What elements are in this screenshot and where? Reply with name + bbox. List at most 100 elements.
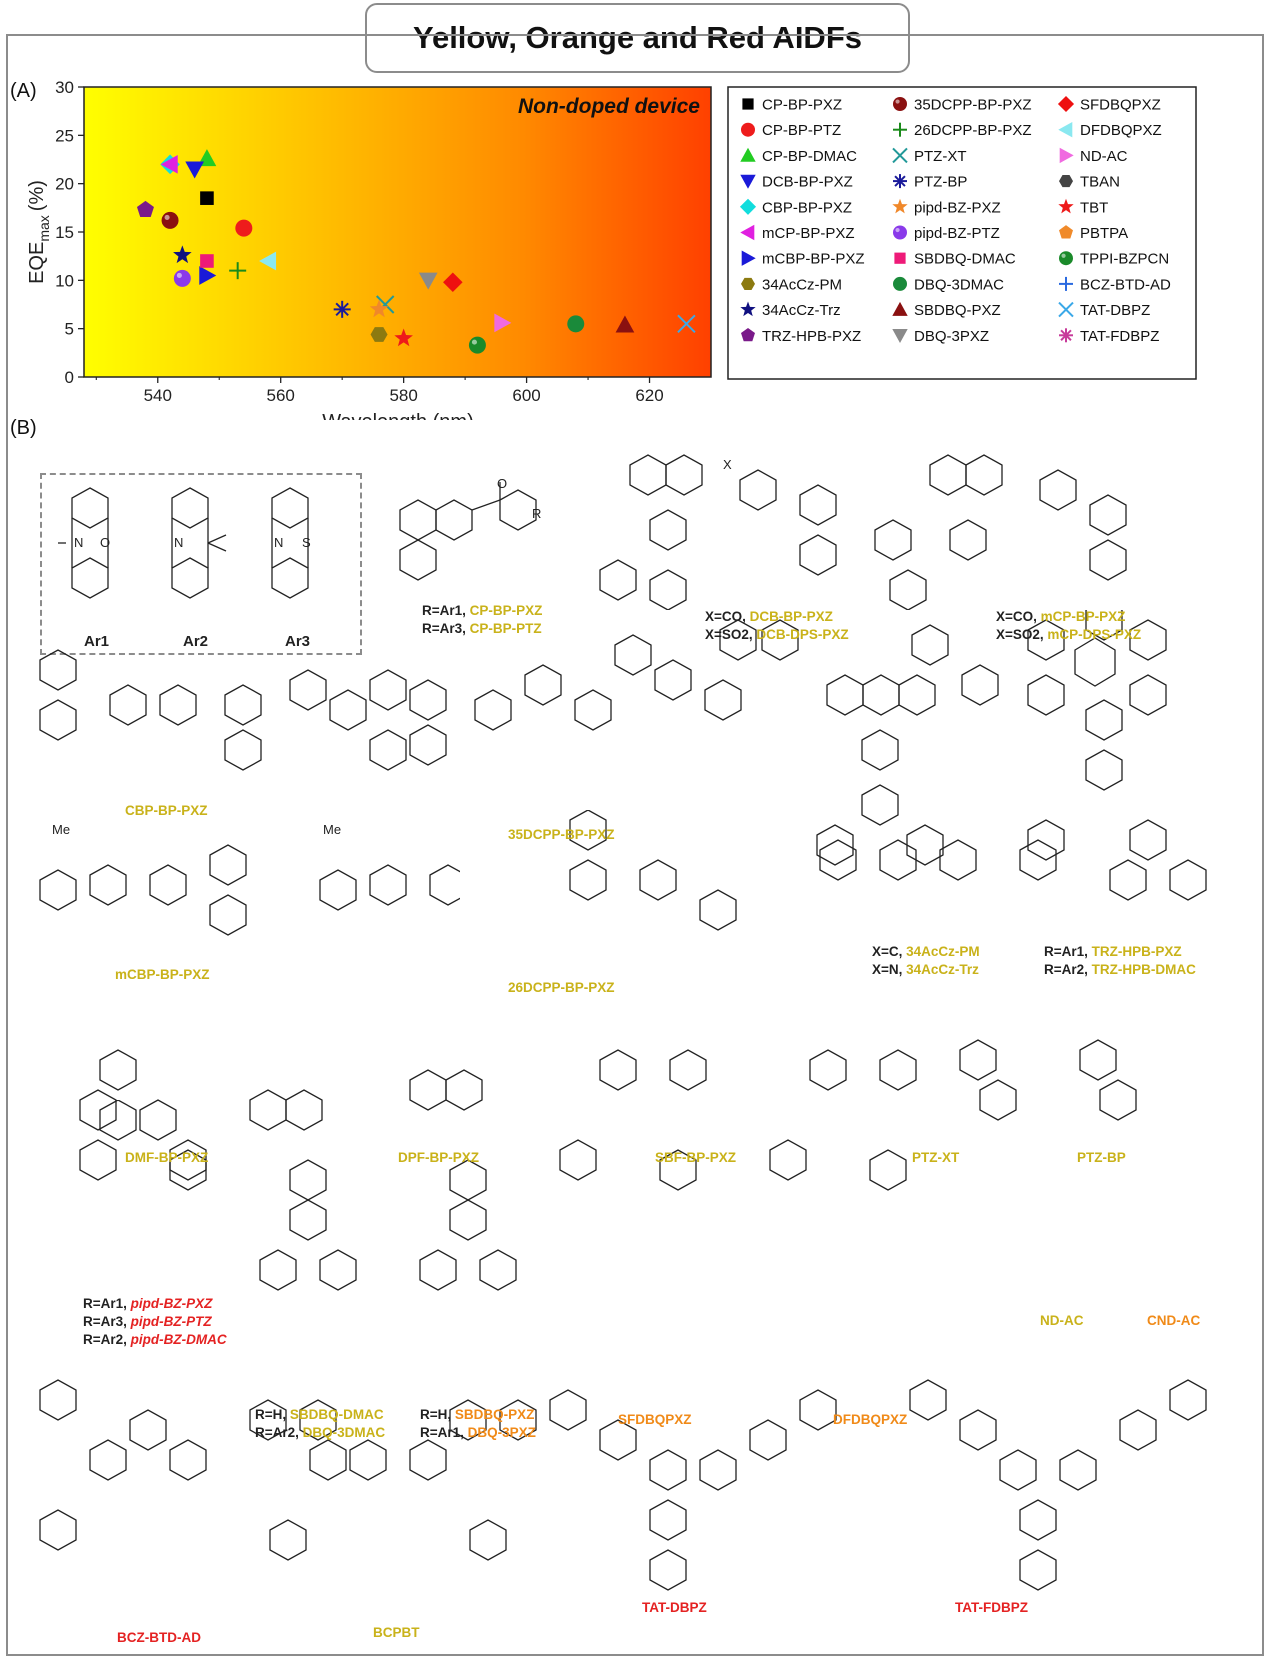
data-point-trz-hpb-pxz [136,200,154,217]
sfdbqpxz-name: SFDBQPXZ [618,1412,692,1427]
data-point-34accz-pm [370,327,388,342]
sbdbq-pxz-name: SBDBQ-PXZ [454,1407,535,1422]
mcp-bp-pxz-name: mCP-BP-PXZ [1040,609,1126,624]
marker-highlight [1061,253,1066,258]
legend-label: TAT-FDBPZ [1080,328,1159,345]
legend-label: PTZ-BP [914,174,967,191]
legend-label: PBTPA [1080,225,1128,242]
me-label-dmf: Me [52,822,71,837]
trz-line2: R=Ar2, TRZ-HPB-DMAC [1044,962,1196,977]
svg-text:S: S [302,535,311,550]
marker-pentagon [136,200,154,217]
r-substituent-label: R [532,506,542,521]
legend-entry-sfdbqpxz: SFDBQPXZ [1057,95,1161,114]
legend-label: mCBP-BP-PXZ [762,251,865,268]
legend-entry-mcp-bp-pxz: mCP-BP-PXZ [740,224,855,242]
legend-entry-35dcpp-bp-pxz: 35DCPP-BP-PXZ [893,97,1032,114]
legend-entries: CP-BP-PXZ CP-BP-PTZ CP-BP-DMAC DCB-BP-PXZ CB… [739,95,1171,345]
legend-label: ND-AC [1080,148,1128,165]
legend-label: DBQ-3DMAC [914,276,1004,293]
legend-entry-cp-bp-pxz: CP-BP-PXZ [742,97,842,114]
marker-asterisk [894,175,906,187]
marker-highlight [164,214,170,220]
34accz-trz-name: 34AcCz-Trz [906,962,979,977]
y-tick-label: 15 [55,223,74,242]
legend-label: CP-BP-PTZ [762,122,841,139]
legend-entry-sbdbq-pxz: SBDBQ-PXZ [892,301,1001,319]
legend-entry-pbtpa: PBTPA [1059,225,1128,242]
x-tick-label: 580 [389,386,417,405]
dmf-bp-pxz-name: DMF-BP-PXZ [125,1150,209,1165]
legend-label: TBAN [1080,174,1120,191]
legend-entry-mcbp-bp-pxz: mCBP-BP-PXZ [741,250,865,268]
ar1-structure [58,487,109,599]
mcp-line1: X=CO, mCP-BP-PXZ [996,609,1126,624]
marker-square [742,98,754,110]
x-tick-label: 620 [635,386,663,405]
panel-a-label: (A) [10,80,37,102]
marker-square [200,191,214,205]
marker-sphere [893,225,907,240]
data-point-tat-dbpz [677,314,696,334]
marker-hexagon [1059,175,1073,188]
ar1-label: Ar1 [84,633,110,650]
legend-label: mCP-BP-PXZ [762,225,855,242]
data-point-dfdbqpxz [259,251,277,271]
34accz-pm-name: 34AcCz-PM [906,944,980,959]
legend-entry-dfdbqpxz: DFDBQPXZ [1058,122,1162,139]
sbdbq-structures [249,1069,517,1291]
legend-entry-pipd-bz-pxz: pipd-BZ-PXZ [892,198,1001,216]
legend-label: CBP-BP-PXZ [762,199,852,216]
axes: 540 560 580 600 620 0 5 10 15 20 25 30 [55,78,664,405]
x-tick-label: 600 [512,386,540,405]
carbonyl-o-label: O [497,476,508,491]
marker-triangle-up [892,301,908,316]
sbdbq2-line1: R=H, SBDBQ-PXZ [420,1407,535,1422]
cp-bp-ptz-name: CP-BP-PTZ [469,621,542,636]
figure-title-box: Yellow, Orange and Red AIDFs [365,3,910,73]
legend-label: CP-BP-PXZ [762,97,842,114]
dcb-line1: X=CO, DCB-BP-PXZ [705,609,833,624]
marker-triangle-right [494,313,512,333]
pipd-bz-dmac-name: pipd-BZ-DMAC [130,1332,227,1347]
legend-entry-cbp-bp-pxz: CBP-BP-PXZ [739,198,852,216]
dbq-3dmac-name: DBQ-3DMAC [302,1425,386,1440]
legend-entry-26dcpp-bp-pxz: 26DCPP-BP-PXZ [893,122,1032,139]
legend-entry-dbq-3dmac: DBQ-3DMAC [893,276,1004,293]
sbf-bp-pxz-name: SBF-BP-PXZ [655,1150,736,1165]
marker-pentagon [1059,225,1073,239]
acz-line2: X=N, 34AcCz-Trz [872,962,979,977]
dbq-3pxz-name: DBQ-3PXZ [467,1425,536,1440]
marker-triangle-right [199,266,217,285]
svg-text:O: O [100,535,110,550]
data-point-sbdbq-pxz [615,315,635,333]
marker-x [677,314,696,334]
trz-hpb-structure [1027,610,1167,861]
ptz-xt-name: PTZ-XT [912,1150,960,1165]
legend [727,86,1197,380]
dcb-bp-structure [599,454,837,610]
marker-triangle-left [160,154,178,174]
legend-entry-cp-bp-dmac: CP-BP-DMAC [740,147,857,165]
marker-highlight [471,339,477,345]
legend-label: BCZ-BTD-AD [1080,276,1171,293]
bcpbt-name: BCPBT [373,1625,420,1640]
figure-title: Yellow, Orange and Red AIDFs [412,20,862,55]
data-point-tbt [394,328,413,347]
marker-star [369,299,389,318]
marker-circle [567,315,585,333]
legend-entry-tat-dbpz: TAT-DBPZ [1058,301,1150,319]
marker-hexagon [370,327,388,342]
35dcpp-bp-structure [409,619,799,766]
cp-bp-pxz-name: CP-BP-PXZ [469,603,543,618]
y-tick-label: 5 [65,320,74,339]
marker-square [894,252,906,264]
data-point-mcbp-bp-pxz [199,266,217,285]
y-tick-label: 0 [65,368,74,387]
legend-entry-tban: TBAN [1059,174,1120,191]
marker-sphere [161,211,179,229]
marker-triangle-down [418,272,438,290]
legend-label: 34AcCz-Trz [762,302,841,319]
legend-label: DFDBQPXZ [1080,122,1162,139]
ar2-label: Ar2 [183,633,209,650]
